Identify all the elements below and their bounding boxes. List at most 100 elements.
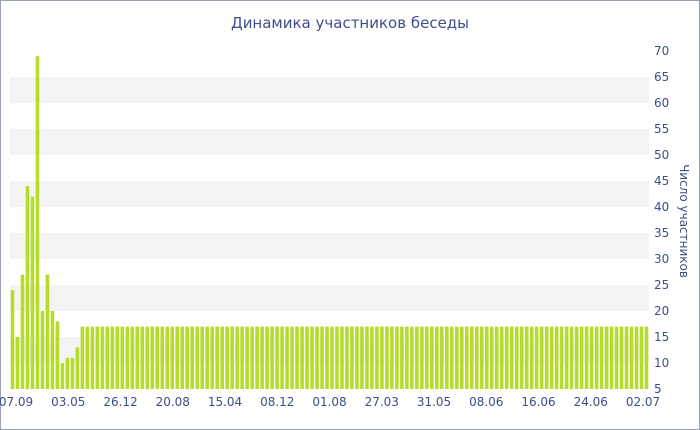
bar bbox=[489, 326, 494, 389]
bar bbox=[300, 326, 304, 389]
bar bbox=[30, 196, 35, 389]
bar bbox=[594, 326, 599, 389]
y-tick-label: 45 bbox=[654, 174, 669, 188]
bar bbox=[265, 326, 269, 389]
y-tick-label: 65 bbox=[654, 70, 669, 84]
bar bbox=[180, 326, 185, 389]
bar bbox=[220, 326, 224, 389]
bar bbox=[539, 326, 544, 389]
bar bbox=[40, 311, 45, 389]
y-tick-label: 70 bbox=[654, 44, 669, 58]
bar bbox=[330, 326, 334, 389]
bar bbox=[440, 326, 444, 389]
x-tick-label: 07.09 bbox=[0, 395, 33, 409]
bar bbox=[455, 326, 459, 389]
bar bbox=[484, 326, 489, 389]
bar bbox=[100, 326, 105, 389]
grid-band bbox=[10, 233, 649, 259]
bar bbox=[285, 326, 289, 389]
bar bbox=[464, 326, 469, 389]
bar bbox=[390, 326, 394, 389]
x-tick-label: 02.07 bbox=[626, 395, 660, 409]
bar bbox=[90, 326, 95, 389]
bar bbox=[150, 326, 155, 389]
bar bbox=[450, 326, 454, 389]
bar bbox=[140, 326, 145, 389]
bar bbox=[494, 326, 499, 389]
bar bbox=[415, 326, 419, 389]
bar bbox=[609, 326, 614, 389]
bar bbox=[534, 326, 539, 389]
y-tick-label: 30 bbox=[654, 252, 669, 266]
y-tick-label: 5 bbox=[654, 382, 662, 396]
bar bbox=[499, 326, 504, 389]
x-tick-label: 20.08 bbox=[156, 395, 190, 409]
bar bbox=[559, 326, 564, 389]
bar bbox=[315, 326, 319, 389]
x-tick-label: 08.12 bbox=[260, 395, 294, 409]
bar bbox=[549, 326, 554, 389]
bar bbox=[290, 326, 294, 389]
bar bbox=[574, 326, 579, 389]
bar bbox=[405, 326, 409, 389]
bar bbox=[250, 326, 254, 389]
bar bbox=[340, 326, 344, 389]
bar bbox=[589, 326, 594, 389]
bar bbox=[355, 326, 359, 389]
y-axis-ticks: 5 10 15 20 25 30 35 40 45 50 55 60 65 70 bbox=[654, 44, 669, 396]
bar bbox=[554, 326, 559, 389]
bar bbox=[619, 326, 624, 389]
bar bbox=[435, 326, 439, 389]
bar bbox=[70, 357, 75, 389]
bar bbox=[215, 326, 219, 389]
bar bbox=[544, 326, 549, 389]
bar bbox=[235, 326, 239, 389]
bar bbox=[25, 186, 30, 389]
bar bbox=[170, 326, 175, 389]
bar bbox=[295, 326, 299, 389]
bar bbox=[599, 326, 604, 389]
x-tick-label: 08.06 bbox=[469, 395, 503, 409]
bar bbox=[410, 326, 414, 389]
bar bbox=[420, 326, 424, 389]
bar bbox=[130, 326, 135, 389]
x-tick-label: 27.03 bbox=[365, 395, 399, 409]
bar bbox=[165, 326, 170, 389]
bar bbox=[639, 326, 644, 389]
bar bbox=[325, 326, 329, 389]
bar bbox=[225, 326, 229, 389]
x-tick-label: 03.05 bbox=[51, 395, 85, 409]
bar bbox=[15, 337, 20, 389]
bar bbox=[634, 326, 639, 389]
bar bbox=[120, 326, 125, 389]
y-tick-label: 10 bbox=[654, 356, 669, 370]
grid-band bbox=[10, 77, 649, 103]
bar bbox=[514, 326, 519, 389]
bar bbox=[240, 326, 244, 389]
bar bbox=[479, 326, 484, 389]
bar bbox=[205, 326, 209, 389]
bar bbox=[370, 326, 374, 389]
chart-title: Динамика участников беседы bbox=[231, 14, 469, 32]
bar bbox=[459, 326, 464, 389]
bar bbox=[604, 326, 609, 389]
bar bbox=[245, 326, 249, 389]
bar bbox=[365, 326, 369, 389]
bar bbox=[185, 326, 190, 389]
bar bbox=[350, 326, 354, 389]
bar bbox=[230, 326, 234, 389]
bar bbox=[519, 326, 524, 389]
bar bbox=[275, 326, 279, 389]
y-tick-label: 35 bbox=[654, 226, 669, 240]
bar bbox=[624, 326, 629, 389]
x-tick-label: 24.06 bbox=[574, 395, 608, 409]
bar bbox=[80, 326, 85, 389]
bar bbox=[584, 326, 589, 389]
bar bbox=[529, 326, 534, 389]
bar bbox=[395, 326, 399, 389]
bar bbox=[430, 326, 434, 389]
y-tick-label: 15 bbox=[654, 330, 669, 344]
y-tick-label: 55 bbox=[654, 122, 669, 136]
